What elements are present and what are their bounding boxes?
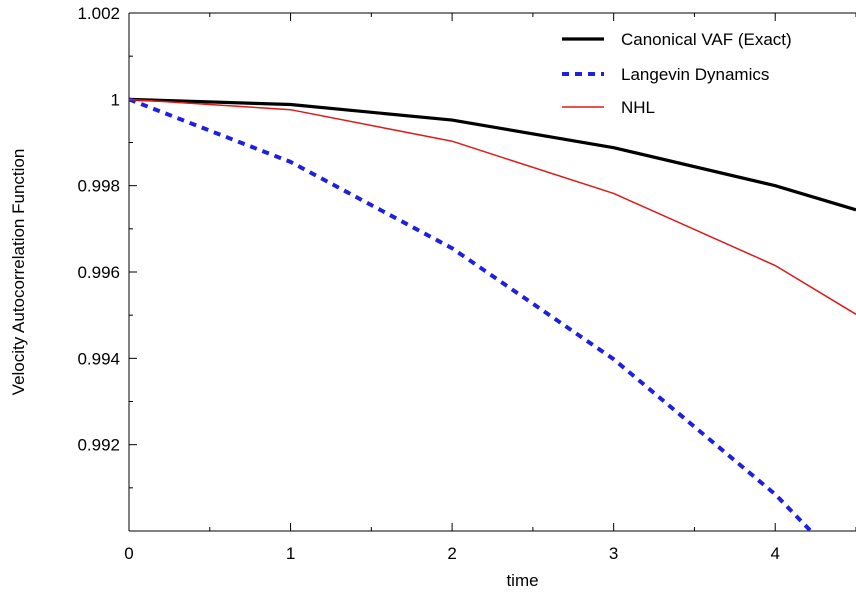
x-axis-label: time xyxy=(506,571,538,590)
y-axis-label: Velocity Autocorrelation Function xyxy=(9,149,28,396)
axis-tick-labels: 0 1 2 3 4 0.992 0.994 0.996 0.998 1 1.002 xyxy=(77,4,780,563)
legend-label-langevin-dynamics: Langevin Dynamics xyxy=(621,65,769,84)
x-tick-label: 2 xyxy=(447,544,456,563)
x-tick-label: 0 xyxy=(124,544,133,563)
y-tick-label: 1.002 xyxy=(77,4,120,23)
series-line-langevin-dynamics xyxy=(129,97,813,531)
x-tick-label: 1 xyxy=(286,544,295,563)
y-tick-label: 0.998 xyxy=(77,177,120,196)
y-tick-label: 0.992 xyxy=(77,436,120,455)
x-tick-label: 3 xyxy=(609,544,618,563)
axis-ticks xyxy=(128,12,856,532)
y-tick-label: 0.996 xyxy=(77,263,120,282)
y-tick-label: 1 xyxy=(111,90,120,109)
y-tick-label: 0.994 xyxy=(77,349,120,368)
x-tick-label: 4 xyxy=(770,544,779,563)
legend: Canonical VAF (Exact) Langevin Dynamics … xyxy=(562,30,792,117)
legend-label-nhl: NHL xyxy=(621,98,655,117)
plot-frame xyxy=(128,12,856,532)
series-line-canonical-vaf-exact xyxy=(129,97,856,212)
series-group xyxy=(129,97,856,531)
legend-label-canonical-vaf: Canonical VAF (Exact) xyxy=(621,30,792,49)
series-line-nhl xyxy=(129,98,856,315)
